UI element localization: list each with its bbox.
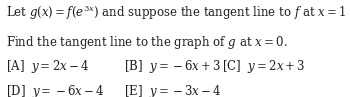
Text: Find the tangent line to the graph of $g$ at $x = 0$.: Find the tangent line to the graph of $g… bbox=[6, 34, 288, 51]
Text: [D]  $y = -6x - 4$: [D] $y = -6x - 4$ bbox=[6, 83, 105, 97]
Text: Let $g(x) = f(e^{3x})$ and suppose the tangent line to $f$ at $x = 1$ is $y = 5-: Let $g(x) = f(e^{3x})$ and suppose the t… bbox=[6, 3, 350, 22]
Text: [E]  $y = -3x - 4$: [E] $y = -3x - 4$ bbox=[124, 83, 222, 97]
Text: [A]  $y = 2x - 4$: [A] $y = 2x - 4$ bbox=[6, 58, 90, 75]
Text: [B]  $y = -6x + 3$: [B] $y = -6x + 3$ bbox=[124, 58, 222, 75]
Text: [C]  $y = 2x + 3$: [C] $y = 2x + 3$ bbox=[222, 58, 306, 75]
